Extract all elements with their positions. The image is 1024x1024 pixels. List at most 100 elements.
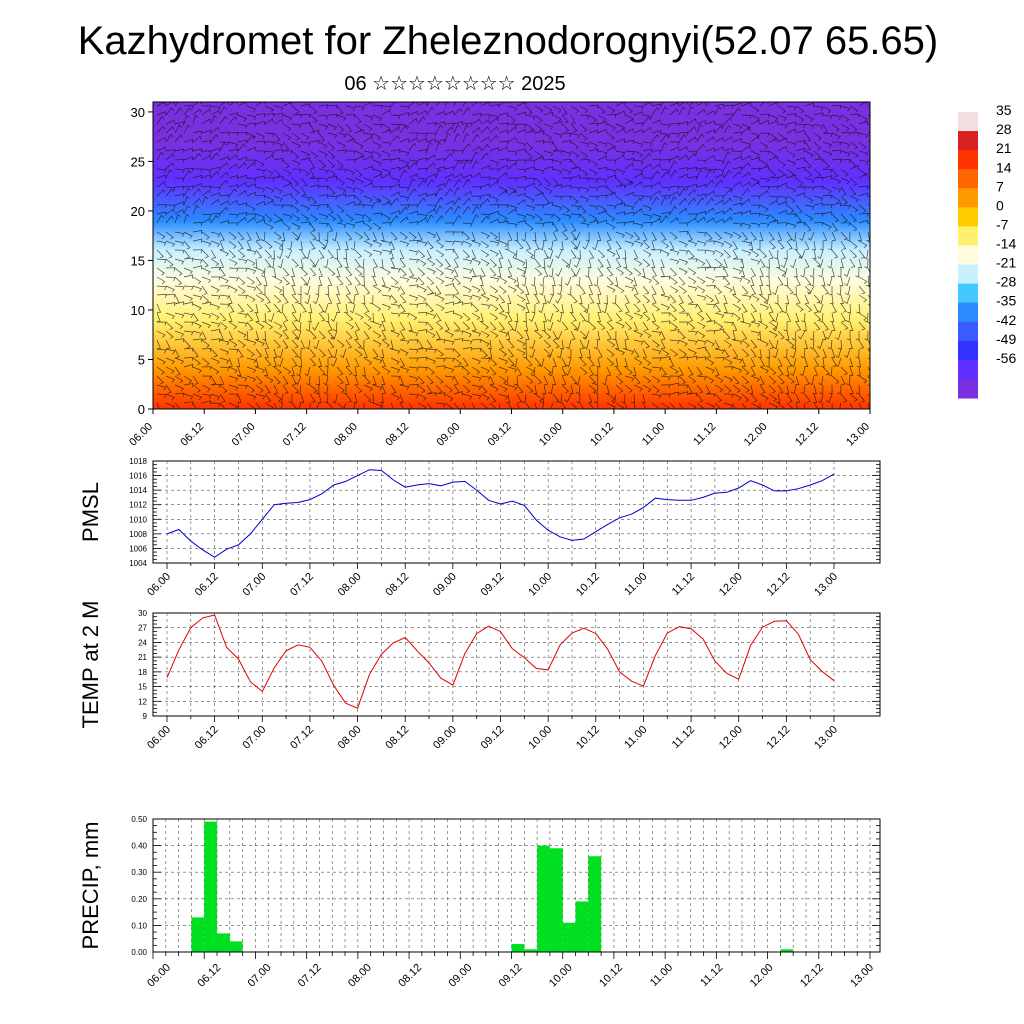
wind-barb <box>417 311 428 316</box>
wind-barb <box>192 384 201 393</box>
wind-barb <box>840 303 847 313</box>
wind-barb <box>390 267 401 273</box>
wind-barb <box>408 357 419 362</box>
wind-barb <box>714 103 725 108</box>
wind-barb <box>174 276 183 286</box>
wind-barb <box>210 375 217 385</box>
wind-barb <box>444 283 454 288</box>
wind-barb <box>696 303 703 313</box>
wind-barb <box>678 154 688 161</box>
wind-barb <box>651 321 660 330</box>
wind-barb <box>462 366 471 376</box>
wind-barb <box>156 258 167 263</box>
wind-barb <box>669 339 680 345</box>
colorbar-swatch <box>958 264 978 285</box>
wind-barb <box>723 285 733 293</box>
wind-barb <box>300 168 310 177</box>
wind-barb <box>210 166 221 171</box>
wind-barb <box>444 384 453 393</box>
page-title: Kazhydromet for Zheleznodorognyi(52.07 6… <box>77 19 939 63</box>
wind-barb <box>660 102 664 107</box>
wind-barb <box>696 210 706 215</box>
wind-barb <box>471 205 480 215</box>
wind-barb <box>757 348 762 359</box>
wind-barb <box>264 294 271 304</box>
wind-barb <box>660 132 671 139</box>
wind-barb <box>305 339 311 350</box>
wind-barb <box>624 211 635 216</box>
wind-barb <box>264 150 275 156</box>
wind-barb <box>561 123 570 133</box>
wind-barb <box>165 357 175 365</box>
wind-barb <box>246 177 257 182</box>
wind-barb <box>260 231 266 242</box>
wind-barb <box>768 339 775 349</box>
wind-barb <box>615 138 625 143</box>
wind-barb <box>840 231 848 241</box>
wind-barb <box>552 132 563 139</box>
wind-barb <box>381 195 391 204</box>
wind-barb <box>228 294 233 304</box>
wind-barb <box>399 267 407 277</box>
wind-barb <box>318 312 326 322</box>
wind-barb <box>255 312 260 322</box>
wind-barb <box>264 186 275 194</box>
wind-barb <box>210 171 220 179</box>
wind-barb <box>296 384 302 395</box>
wind-barb <box>831 402 833 409</box>
wind-barb <box>507 312 513 322</box>
wind-barb <box>255 249 263 259</box>
wind-barb <box>777 276 784 286</box>
wind-barb <box>246 384 255 393</box>
panel-grid <box>153 460 880 564</box>
wind-barb <box>552 150 563 155</box>
wind-barb <box>839 402 842 409</box>
wind-barb <box>345 159 356 164</box>
wind-barb <box>462 178 471 188</box>
wind-barb <box>741 171 751 179</box>
wind-barb <box>237 330 247 338</box>
wind-barb <box>507 339 515 349</box>
wind-barb <box>408 188 417 197</box>
wind-barb <box>165 215 174 224</box>
precip-bar <box>191 917 205 952</box>
wind-barb <box>390 402 395 409</box>
wind-barb <box>273 393 282 402</box>
wind-barb <box>786 141 797 147</box>
wind-barb <box>294 231 302 241</box>
wind-barb <box>525 114 536 120</box>
wind-barb <box>417 348 428 353</box>
wind-barb <box>822 348 827 358</box>
wind-barb <box>696 321 706 329</box>
wind-barb <box>426 231 436 239</box>
wind-barb <box>573 267 581 277</box>
wind-barb <box>543 339 552 349</box>
wind-barb <box>849 321 854 331</box>
wind-barb <box>246 183 256 188</box>
wind-barb <box>723 147 733 152</box>
wind-barb <box>381 321 386 331</box>
wind-barb <box>498 321 505 331</box>
wind-barb <box>831 168 839 178</box>
wind-barb <box>426 402 433 409</box>
wind-barb <box>372 150 382 158</box>
wind-barb <box>228 199 238 206</box>
wind-barb <box>813 150 822 160</box>
wind-barb <box>845 375 851 386</box>
heatmap-x-tick-label: 08.00 <box>332 421 360 449</box>
wind-barb <box>323 366 329 377</box>
panel-ylabel: PMSL <box>78 482 103 542</box>
wind-barb <box>228 175 238 180</box>
wind-barb <box>624 285 635 292</box>
wind-barb <box>512 357 518 368</box>
wind-barb <box>723 375 733 383</box>
wind-barb <box>777 384 784 394</box>
wind-barb <box>723 384 732 393</box>
wind-barb <box>309 240 316 250</box>
x-tick-label: 11.00 <box>622 571 649 598</box>
wind-barb <box>705 366 715 374</box>
wind-barb <box>777 182 787 188</box>
wind-barb <box>606 204 617 210</box>
wind-barb <box>264 222 274 230</box>
wind-barb <box>687 330 698 336</box>
